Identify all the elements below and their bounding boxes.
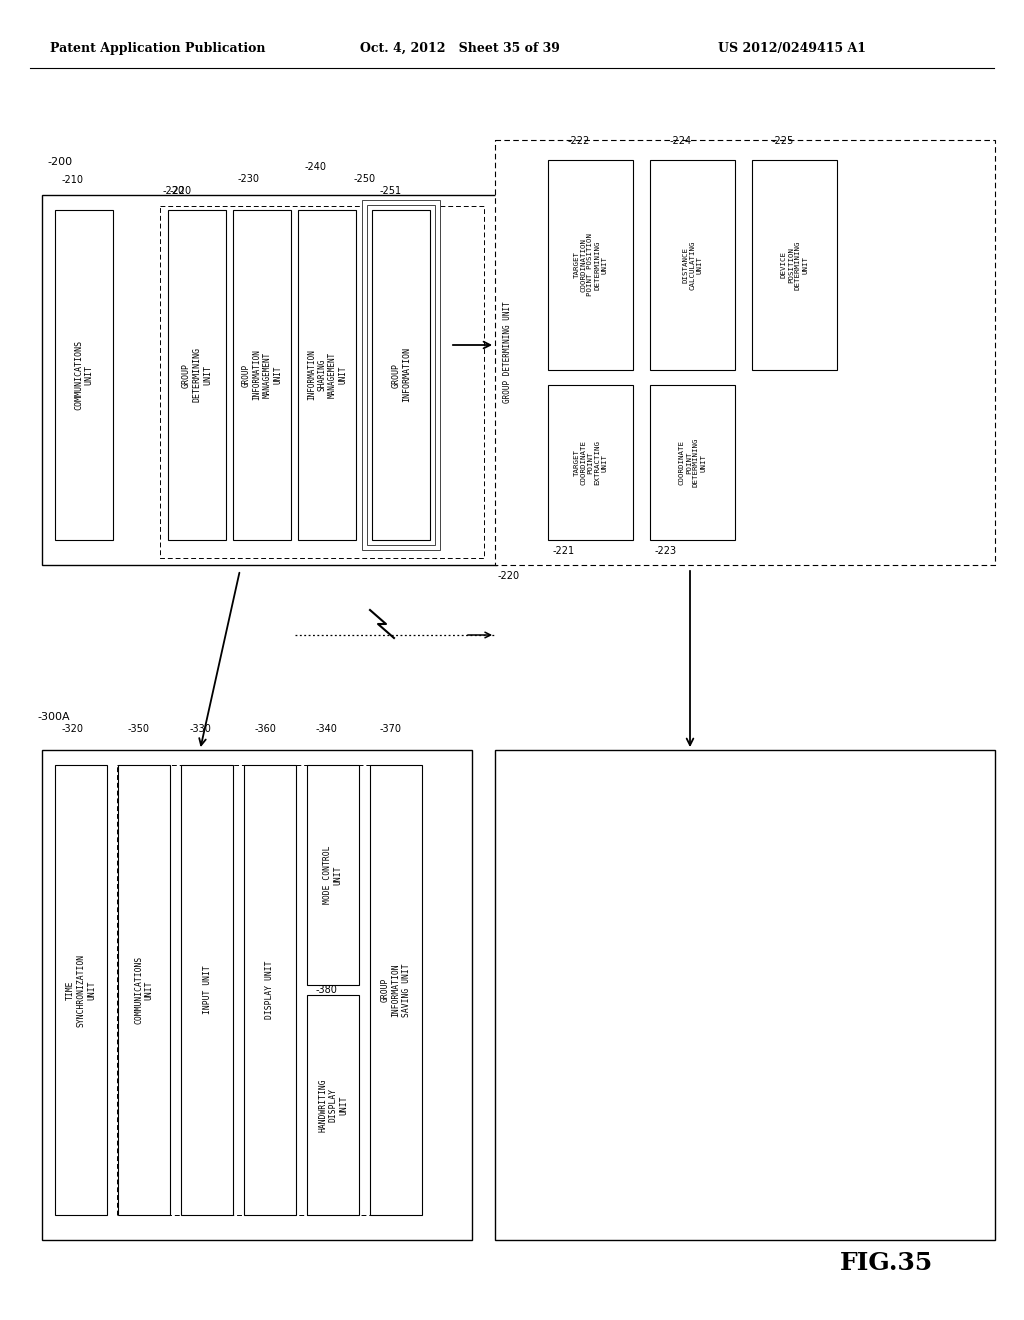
Bar xyxy=(372,210,430,540)
Text: DISPLAY UNIT: DISPLAY UNIT xyxy=(265,961,274,1019)
Bar xyxy=(307,995,359,1214)
Text: -230: -230 xyxy=(238,174,260,183)
Text: HANDWRITING
DISPLAY
UNIT: HANDWRITING DISPLAY UNIT xyxy=(318,1078,348,1131)
Bar xyxy=(55,210,113,540)
Text: Patent Application Publication: Patent Application Publication xyxy=(50,42,265,55)
Bar xyxy=(495,140,995,565)
Text: GROUP
DETERMINING
UNIT: GROUP DETERMINING UNIT xyxy=(182,347,212,403)
Bar xyxy=(495,750,995,1239)
Text: TIME
SYNCHRONIZATION
UNIT: TIME SYNCHRONIZATION UNIT xyxy=(67,953,96,1027)
Text: INFORMATION
SHARING
MANAGEMENT
UNIT: INFORMATION SHARING MANAGEMENT UNIT xyxy=(307,350,347,400)
Text: -220: -220 xyxy=(163,186,185,195)
Text: -225: -225 xyxy=(772,136,795,147)
Text: -380: -380 xyxy=(316,985,338,995)
Text: TARGET
COORDINATE
POINT
EXTRACTING
UNIT: TARGET COORDINATE POINT EXTRACTING UNIT xyxy=(573,440,607,484)
Text: INPUT UNIT: INPUT UNIT xyxy=(203,966,212,1014)
Bar xyxy=(752,160,837,370)
Text: -340: -340 xyxy=(316,723,338,734)
Text: -251: -251 xyxy=(380,186,402,195)
Bar xyxy=(307,766,359,985)
Text: DEVICE
POSITION
DETERMINING
UNIT: DEVICE POSITION DETERMINING UNIT xyxy=(781,240,808,290)
Bar xyxy=(118,766,170,1214)
Text: -210: -210 xyxy=(62,176,84,185)
Bar xyxy=(548,160,633,370)
Bar xyxy=(42,750,472,1239)
Bar xyxy=(55,766,106,1214)
Text: -350: -350 xyxy=(128,723,150,734)
Bar xyxy=(168,210,226,540)
Text: -223: -223 xyxy=(655,546,677,556)
Text: GROUP
INFORMATION
MANAGEMENT
UNIT: GROUP INFORMATION MANAGEMENT UNIT xyxy=(242,350,282,400)
Text: -240: -240 xyxy=(305,162,327,172)
Text: FIG.35: FIG.35 xyxy=(840,1251,933,1275)
Bar xyxy=(650,385,735,540)
Text: -360: -360 xyxy=(255,723,276,734)
Text: COMMUNICATIONS
UNIT: COMMUNICATIONS UNIT xyxy=(134,956,154,1024)
Text: COMMUNICATIONS
UNIT: COMMUNICATIONS UNIT xyxy=(75,341,94,411)
Text: MODE CONTROL
UNIT: MODE CONTROL UNIT xyxy=(324,846,343,904)
Bar xyxy=(181,766,233,1214)
Text: GROUP DETERMINING UNIT: GROUP DETERMINING UNIT xyxy=(503,302,512,404)
Bar xyxy=(244,766,296,1214)
Text: DISTANCE
CALCULATING
UNIT: DISTANCE CALCULATING UNIT xyxy=(683,240,702,290)
Bar xyxy=(298,210,356,540)
Bar xyxy=(117,766,417,1214)
Text: GROUP
INFORMATION: GROUP INFORMATION xyxy=(391,347,411,403)
Bar xyxy=(42,195,497,565)
Bar xyxy=(362,201,440,550)
Text: -370: -370 xyxy=(380,723,402,734)
Text: US 2012/0249415 A1: US 2012/0249415 A1 xyxy=(718,42,866,55)
Text: -300A: -300A xyxy=(37,711,70,722)
Text: -220: -220 xyxy=(498,572,520,581)
Bar xyxy=(367,205,435,545)
Bar xyxy=(370,766,422,1214)
Bar xyxy=(233,210,291,540)
Text: -200: -200 xyxy=(47,157,72,168)
Text: Oct. 4, 2012   Sheet 35 of 39: Oct. 4, 2012 Sheet 35 of 39 xyxy=(360,42,560,55)
Text: -221: -221 xyxy=(553,546,575,556)
Text: -224: -224 xyxy=(670,136,692,147)
Text: -250: -250 xyxy=(354,174,376,183)
Text: -222: -222 xyxy=(568,136,590,147)
Text: -330: -330 xyxy=(190,723,212,734)
Bar xyxy=(548,385,633,540)
Text: TARGET
COORDINATION
POINT POSITION
DETERMINING
UNIT: TARGET COORDINATION POINT POSITION DETER… xyxy=(573,234,607,297)
Text: GROUP
INFORMATION
SAVING UNIT: GROUP INFORMATION SAVING UNIT xyxy=(381,964,411,1016)
Bar xyxy=(650,160,735,370)
Text: -320: -320 xyxy=(62,723,84,734)
Text: COORDINATE
POINT
DETERMINING
UNIT: COORDINATE POINT DETERMINING UNIT xyxy=(679,438,706,487)
Text: -220: -220 xyxy=(170,186,193,195)
Bar xyxy=(160,206,484,558)
